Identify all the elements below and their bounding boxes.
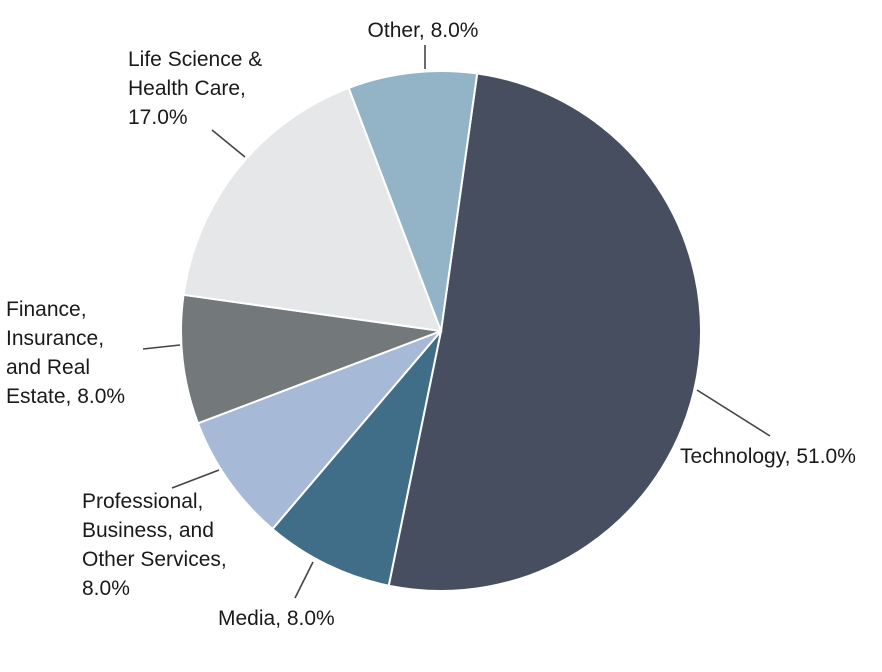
leader-lines <box>142 45 771 599</box>
pie-slice-media <box>271 330 442 587</box>
leader-line-finance-insurance-and-real-estate <box>142 344 181 350</box>
leader-line-media <box>294 561 314 599</box>
leader-line-life-science-and-health-care <box>211 129 246 158</box>
leader-line-professional-business-and-other-services <box>171 469 220 489</box>
leader-line-technology <box>696 389 771 437</box>
data-label-media: Media, 8.0% <box>218 607 335 630</box>
data-labels: Technology, 51.0% Media, 8.0% Professional… <box>6 19 856 630</box>
pie-slice-technology <box>387 72 702 592</box>
data-label-life-science-and-health-care: Life Science & Health Care, 17.0% <box>128 48 262 129</box>
pie-slice-life-science-and-health-care <box>182 86 443 333</box>
pie-slice-finance-insurance-and-real-estate <box>180 293 442 425</box>
data-label-technology: Technology, 51.0% <box>680 445 856 468</box>
pie-slice-other <box>347 70 479 332</box>
data-label-professional-business-and-other-services: Professional, Business, and Other Services… <box>82 490 227 600</box>
pie-slice-professional-business-and-other-services <box>196 330 442 531</box>
data-label-finance-insurance-and-real-estate: Finance, Insurance, and Real Estate, 8.0% <box>6 298 125 408</box>
data-label-other: Other, 8.0% <box>368 19 479 42</box>
pie-slices <box>180 70 702 592</box>
